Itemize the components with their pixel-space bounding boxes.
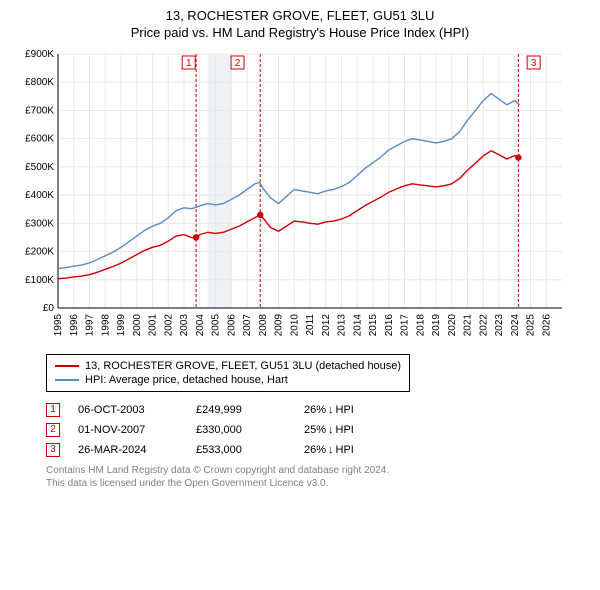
down-arrow-icon: ↓ [328,444,334,456]
svg-text:2020: 2020 [447,313,458,336]
chart-title-line2: Price paid vs. HM Land Registry's House … [10,25,590,42]
svg-text:1995: 1995 [53,313,64,336]
legend-row: HPI: Average price, detached house, Hart [55,373,401,387]
attribution: Contains HM Land Registry data © Crown c… [46,464,584,490]
event-row: 1 06-OCT-2003 £249,999 26% ↓ HPI [46,400,584,420]
down-arrow-icon: ↓ [328,424,334,436]
event-diff-pct: 25% [304,424,326,436]
svg-text:1: 1 [186,58,192,69]
svg-text:1997: 1997 [85,313,96,336]
event-diff-vs: HPI [336,424,354,436]
event-diff: 25% ↓ HPI [304,424,354,436]
svg-text:2013: 2013 [337,313,348,336]
svg-text:£900K: £900K [25,49,54,60]
svg-text:3: 3 [531,58,537,69]
svg-text:2025: 2025 [526,313,537,336]
event-diff: 26% ↓ HPI [304,404,354,416]
svg-text:2026: 2026 [541,313,552,336]
attribution-line1: Contains HM Land Registry data © Crown c… [46,464,584,477]
svg-text:2015: 2015 [368,313,379,336]
chart-container: 13, ROCHESTER GROVE, FLEET, GU51 3LU Pri… [0,0,600,496]
event-diff-pct: 26% [304,444,326,456]
attribution-line2: This data is licensed under the Open Gov… [46,477,584,490]
event-price: £533,000 [196,444,286,456]
event-date: 06-OCT-2003 [78,404,178,416]
legend-swatch [55,365,79,367]
line-chart-svg: £0 £100K £200K £300K £400K £500K £600K £700K £80… [10,48,570,348]
event-price: £249,999 [196,404,286,416]
svg-text:2021: 2021 [463,313,474,336]
svg-text:2012: 2012 [321,313,332,336]
legend: 13, ROCHESTER GROVE, FLEET, GU51 3LU (de… [46,354,410,392]
svg-text:2: 2 [235,58,241,69]
svg-text:2019: 2019 [431,313,442,336]
svg-text:2017: 2017 [400,313,411,336]
svg-text:£500K: £500K [25,162,54,173]
svg-text:2014: 2014 [352,313,363,336]
event-marker: 3 [46,443,60,457]
svg-text:1999: 1999 [116,313,127,336]
event-list: 1 06-OCT-2003 £249,999 26% ↓ HPI 2 01-NOV-200… [46,400,584,460]
svg-text:2024: 2024 [510,313,521,336]
svg-text:£200K: £200K [25,246,54,257]
svg-text:£400K: £400K [25,190,54,201]
svg-text:2011: 2011 [305,313,316,335]
legend-swatch [55,379,79,381]
svg-text:2003: 2003 [179,313,190,336]
legend-row: 13, ROCHESTER GROVE, FLEET, GU51 3LU (de… [55,359,401,373]
svg-text:2007: 2007 [242,313,253,336]
svg-text:2008: 2008 [258,313,269,336]
svg-text:1996: 1996 [69,313,80,336]
legend-label: 13, ROCHESTER GROVE, FLEET, GU51 3LU (de… [85,360,401,372]
event-date: 01-NOV-2007 [78,424,178,436]
svg-text:£300K: £300K [25,218,54,229]
svg-text:2006: 2006 [226,313,237,336]
svg-text:2018: 2018 [415,313,426,336]
legend-label: HPI: Average price, detached house, Hart [85,374,288,386]
svg-text:£100K: £100K [25,275,54,286]
svg-text:1998: 1998 [100,313,111,336]
chart-title-line1: 13, ROCHESTER GROVE, FLEET, GU51 3LU [10,8,590,25]
svg-text:£600K: £600K [25,133,54,144]
svg-text:£0: £0 [43,303,55,314]
event-row: 2 01-NOV-2007 £330,000 25% ↓ HPI [46,420,584,440]
event-diff: 26% ↓ HPI [304,444,354,456]
event-marker: 2 [46,423,60,437]
svg-text:2023: 2023 [494,313,505,336]
event-marker: 1 [46,403,60,417]
svg-text:2000: 2000 [132,313,143,336]
svg-text:2002: 2002 [163,313,174,336]
svg-text:2001: 2001 [148,313,159,336]
svg-text:2009: 2009 [274,313,285,336]
event-price: £330,000 [196,424,286,436]
svg-text:2016: 2016 [384,313,395,336]
event-date: 26-MAR-2024 [78,444,178,456]
svg-text:2022: 2022 [478,313,489,336]
down-arrow-icon: ↓ [328,404,334,416]
event-diff-pct: 26% [304,404,326,416]
event-row: 3 26-MAR-2024 £533,000 26% ↓ HPI [46,440,584,460]
svg-text:2010: 2010 [289,313,300,336]
event-diff-vs: HPI [336,444,354,456]
svg-text:2004: 2004 [195,313,206,336]
svg-text:£700K: £700K [25,105,54,116]
chart-plot-area: £0 £100K £200K £300K £400K £500K £600K £700K £80… [10,48,590,348]
event-diff-vs: HPI [336,404,354,416]
svg-text:2005: 2005 [211,313,222,336]
svg-text:£800K: £800K [25,77,54,88]
